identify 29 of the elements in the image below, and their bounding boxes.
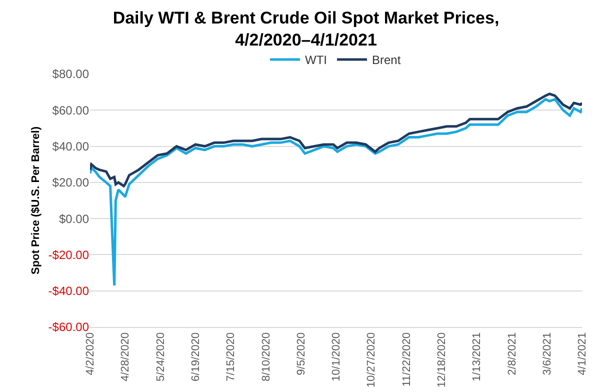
y-tick-label: $80.00 <box>52 67 90 82</box>
y-tick-label: -$20.00 <box>48 248 90 262</box>
y-tick-label: $0.00 <box>58 212 90 226</box>
x-tick-label: 1/13/2021 <box>471 332 484 382</box>
x-tick-label: 5/24/2020 <box>154 332 167 382</box>
x-tick-label: 8/10/2020 <box>260 332 272 382</box>
x-tick-label: 10/27/2020 <box>366 332 378 388</box>
x-tick-label: 4/1/2021 <box>576 332 589 376</box>
x-tick-label: 9/5/2020 <box>295 332 308 376</box>
y-tick-label: -$60.00 <box>48 320 90 334</box>
legend-label: WTI <box>305 53 327 68</box>
line-series <box>90 92 582 188</box>
x-tick-label: 3/6/2021 <box>541 332 554 376</box>
x-tick-label: 6/19/2020 <box>190 332 202 382</box>
x-tick-label: 4/28/2020 <box>120 332 132 382</box>
x-tick-label: 11/22/2020 <box>400 332 413 387</box>
x-tick-label: 12/18/2020 <box>436 332 448 388</box>
x-tick-label: 10/1/2020 <box>330 332 343 382</box>
y-tick-label: $20.00 <box>52 176 90 190</box>
y-tick-label: $60.00 <box>52 103 90 118</box>
y-axis-title: Spot Price ($U.S. Per Barrel) <box>30 126 42 274</box>
y-tick-label: $40.00 <box>52 139 90 154</box>
x-tick-label: 4/2/2020 <box>84 332 97 376</box>
y-tick-label: -$40.00 <box>48 284 90 298</box>
chart-title: Daily WTI & Brent Crude Oil Spot Market Prices, 4/2/2020–4/1/2021 <box>112 8 500 50</box>
x-tick-label: 2/8/2021 <box>506 332 518 376</box>
legend-label: Brent <box>372 53 402 68</box>
x-tick-label: 7/15/2020 <box>225 332 238 382</box>
line-series <box>90 98 582 287</box>
